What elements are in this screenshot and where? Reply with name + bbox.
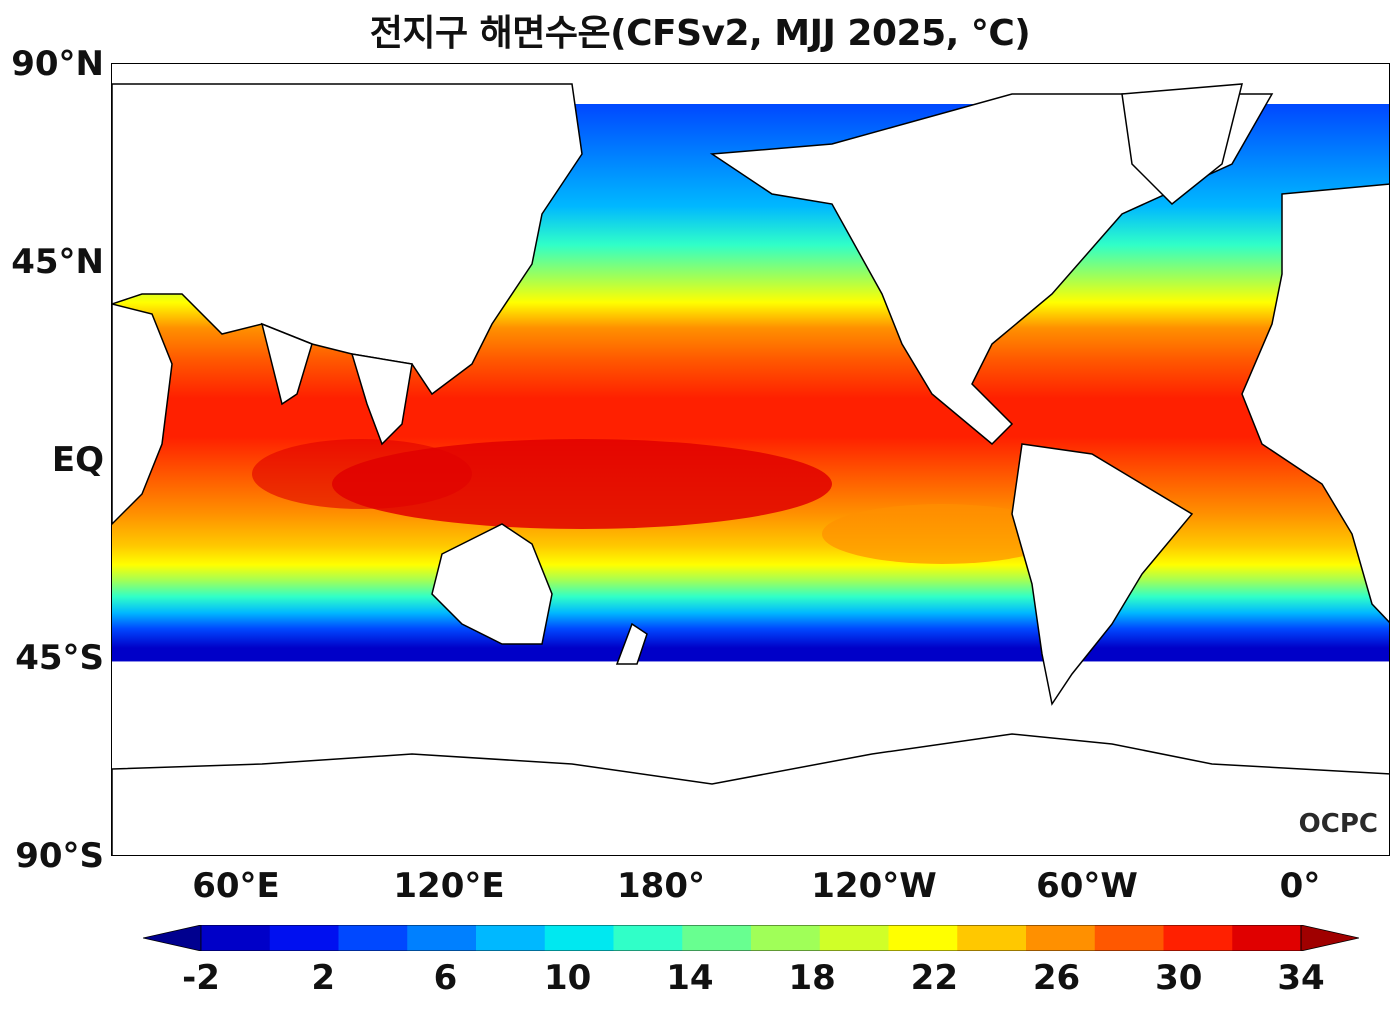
europe-africa-east	[1241, 183, 1389, 623]
colorbar-segment	[1026, 925, 1096, 951]
antarctica	[112, 733, 1389, 855]
south-america	[1011, 443, 1194, 706]
colorbar-segment	[544, 925, 614, 951]
colorbar-segment	[1163, 925, 1233, 951]
indian-ocean-warm	[252, 439, 472, 509]
new-zealand	[615, 622, 648, 665]
colorbar-tick-label: 18	[788, 958, 836, 998]
colorbar-segment	[751, 925, 821, 951]
colorbar-segment	[269, 925, 339, 951]
map-title: 전지구 해면수온(CFSv2, MJJ 2025, °C)	[369, 13, 1031, 54]
colorbar-segment	[201, 925, 271, 951]
colorbar-segment	[1232, 925, 1302, 951]
lon-label-120e: 120°E	[393, 866, 505, 906]
map-area	[111, 63, 1390, 856]
ocpc-logo: OCPC	[1298, 809, 1378, 839]
lat-label-eq: EQ	[51, 440, 104, 480]
lat-label-90n: 90°N	[11, 44, 104, 84]
india	[260, 322, 313, 406]
greenland	[1121, 83, 1243, 206]
colorbar-tick-label: 30	[1155, 958, 1203, 998]
lon-label-120w: 120°W	[811, 866, 937, 906]
colorbar-segment	[957, 925, 1027, 951]
colorbar-segment	[682, 925, 752, 951]
colorbar-outline	[200, 925, 1302, 951]
colorbar-tick-label: 26	[1032, 958, 1081, 998]
land	[112, 83, 1389, 855]
africa	[112, 303, 173, 526]
lon-label-60e: 60°E	[192, 866, 280, 906]
lat-label-90s: 90°S	[15, 836, 104, 876]
colorbar-segment	[407, 925, 477, 951]
southeast-asia	[350, 353, 413, 446]
lon-label-60w: 60°W	[1036, 866, 1138, 906]
colorbar-tick-label: 22	[910, 958, 958, 998]
colorbar-segment	[338, 925, 408, 951]
colorbar-segment	[613, 925, 683, 951]
colorbar-tick-label: 2	[311, 958, 336, 998]
colorbar-segment	[476, 925, 546, 951]
colorbar-extend-high	[1300, 925, 1359, 951]
sst-map	[112, 83, 1389, 855]
colorbar-tick-label: 6	[433, 958, 458, 998]
colorbar-segment	[1094, 925, 1164, 951]
colorbar	[143, 925, 1359, 951]
lon-label-180: 180°	[617, 866, 705, 906]
lat-label-45n: 45°N	[11, 242, 104, 282]
australia	[431, 523, 553, 645]
colorbar-segment	[819, 925, 889, 951]
colorbar-extend-low	[143, 925, 202, 951]
colorbar-segment	[888, 925, 958, 951]
colorbar-tick-label: 10	[543, 958, 592, 998]
east-pacific-tongue	[822, 504, 1062, 564]
colorbar-tick-label: -2	[182, 958, 220, 998]
lon-label-0: 0°	[1279, 866, 1321, 906]
colorbar-tick-label: 34	[1277, 958, 1325, 998]
colorbar-tick-label: 14	[666, 958, 714, 998]
lat-label-45s: 45°S	[15, 638, 104, 678]
